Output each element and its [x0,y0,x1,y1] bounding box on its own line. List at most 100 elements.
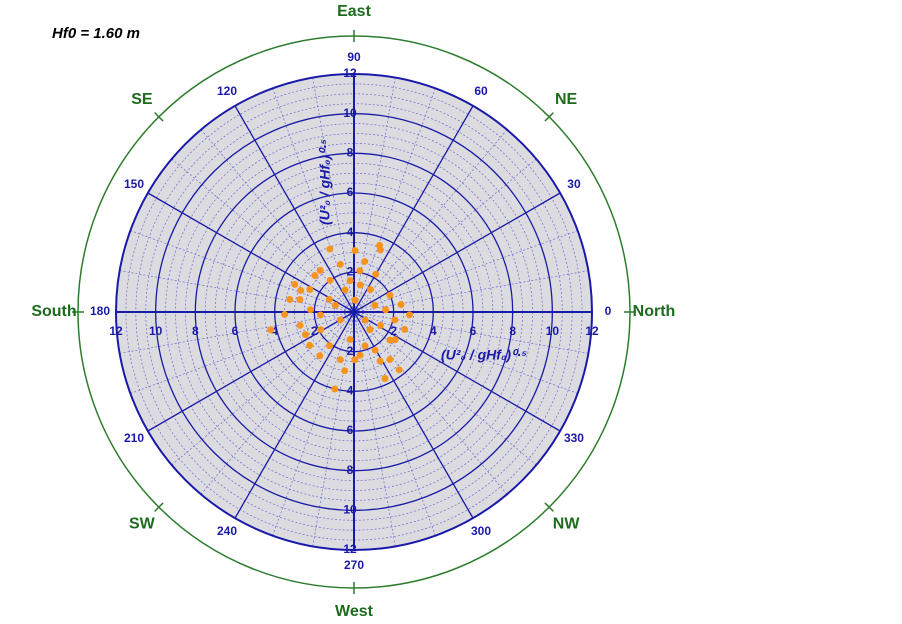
data-point [381,375,389,383]
direction-label: North [633,303,676,320]
data-point [361,316,369,324]
data-point [391,336,399,344]
r-tick-label: 2 [390,324,397,338]
data-point [281,310,289,318]
data-point [297,286,305,294]
r-tick-label: 8 [509,324,516,338]
grid-spoke [234,105,355,313]
data-point [356,281,364,289]
theta-tick-label: 0 [605,304,612,318]
data-point [371,346,379,354]
data-point [361,258,369,266]
r-tick-label: 2 [347,344,354,358]
grid-spoke [147,192,355,313]
data-point [267,326,275,334]
data-point [326,245,334,253]
data-point [306,285,314,293]
r-tick-label: 12 [109,324,123,338]
direction-label: SE [131,91,153,108]
data-point [326,276,334,284]
theta-tick-label: 330 [564,431,584,445]
data-point [351,356,359,364]
data-point [331,385,339,393]
direction-label: East [337,3,371,20]
r-tick-label: 10 [149,324,163,338]
data-point [296,296,304,304]
direction-tick [544,502,554,512]
data-point [376,241,384,249]
data-point [351,247,359,255]
data-point [382,306,390,314]
theta-tick-label: 270 [344,558,364,572]
annotation: Hf0 = 1.60 m [52,25,140,42]
r-tick-label: 4 [271,324,278,338]
data-point [311,271,319,279]
data-point [301,331,309,339]
data-point [397,301,405,309]
grid-spoke [234,311,355,519]
theta-tick-label: 30 [567,177,581,191]
r-tick-label: 6 [232,324,239,338]
theta-tick-label: 90 [347,50,361,64]
r-tick-label: 4 [347,384,354,398]
r-tick-label: 8 [347,146,354,160]
r-tick-label: 6 [347,185,354,199]
data-point [405,311,413,319]
theta-tick-label: 300 [471,524,491,538]
data-point [306,306,314,314]
direction-tick [544,112,554,122]
theta-tick-label: 180 [90,304,110,318]
data-point [296,321,304,329]
data-point [386,356,394,364]
r-tick-label: 4 [347,225,354,239]
r-tick-label: 4 [430,324,437,338]
data-point [391,316,399,324]
data-point [395,366,403,374]
data-point [351,296,359,304]
r-tick-label: 6 [470,324,477,338]
data-point [291,280,299,288]
data-point [336,316,344,324]
data-point [376,357,384,365]
data-point [341,367,349,375]
direction-label: West [335,603,374,620]
data-point [366,326,374,334]
grid-spoke [353,105,474,313]
data-point [386,291,394,299]
data-point [356,267,364,275]
r-tick-label: 10 [546,324,560,338]
theta-tick-label: 210 [124,431,144,445]
data-point [356,351,364,359]
data-point [317,326,325,334]
r-tick-label: 8 [192,324,199,338]
data-point [372,270,380,278]
data-point [401,325,409,333]
direction-tick [154,502,164,512]
theta-tick-label: 120 [217,84,237,98]
data-point [361,342,369,350]
theta-tick-label: 150 [124,177,144,191]
radial-axis-label: (U²₀ / gHf₀)⁰·⁵ [441,347,527,363]
r-tick-label: 12 [585,324,599,338]
data-point [325,295,333,303]
data-point [386,336,394,344]
data-point [366,286,374,294]
data-point [336,356,344,364]
data-point [346,277,354,285]
theta-tick-label: 240 [217,524,237,538]
data-point [316,352,324,360]
data-point [306,341,314,349]
radial-axis-label: (U²₀ / gHf₀)⁰·⁵ [317,139,333,225]
grid-spoke [353,311,474,519]
direction-label: South [31,303,76,320]
data-point [377,322,385,330]
r-tick-label: 6 [347,423,354,437]
direction-tick [154,112,164,122]
data-point [326,342,334,350]
direction-label: NE [555,91,578,108]
r-tick-label: 8 [347,463,354,477]
data-point [316,266,324,274]
direction-label: NW [553,515,581,532]
direction-label: SW [129,515,156,532]
